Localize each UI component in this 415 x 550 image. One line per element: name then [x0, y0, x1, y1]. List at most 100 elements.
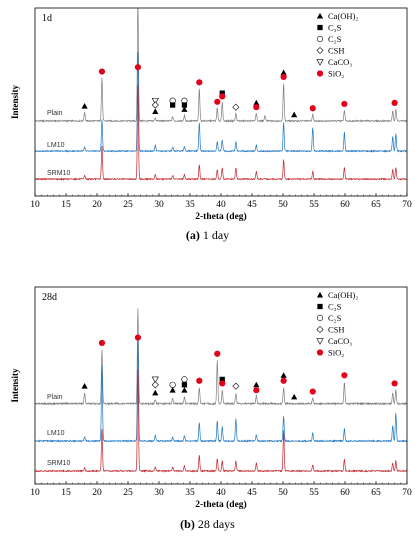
square-marker-13 — [219, 376, 225, 383]
triangle-marker-16 — [253, 381, 260, 388]
circle-open-marker-6 — [169, 381, 176, 388]
series-line-plain-1d — [35, 8, 407, 123]
circle-red-marker-2 — [134, 64, 142, 71]
xrd-panel-1d: Plain LM10 SRM10 10 15 20 25 30 35 40 45 50 55 60 65 70… — [10, 7, 412, 242]
legend-entry-5: SiO₂ — [328, 348, 344, 358]
diamond-open-marker-4 — [151, 101, 159, 109]
series-line-lm10-1d — [35, 52, 407, 153]
triangle-marker-18 — [280, 69, 287, 76]
triangle-marker-10 — [181, 387, 188, 393]
triangle-marker-20 — [291, 393, 298, 400]
series-label-srm10: SRM10 — [47, 460, 70, 467]
series-line-srm10-28d — [35, 369, 407, 473]
panel-caption: (b) 28 days — [180, 517, 235, 531]
circle-open-marker-legend-2 — [316, 314, 324, 322]
legend-entry-4: CaCO₃ — [328, 57, 352, 67]
circle-red-marker-21 — [309, 388, 316, 395]
circle-red-marker-legend-5 — [316, 349, 324, 356]
triangle-marker-legend-0 — [316, 12, 324, 19]
legend-entry-1: C₃S — [328, 23, 342, 33]
circle-red-marker-17 — [253, 387, 260, 394]
circle-red-marker-22 — [341, 372, 348, 379]
triangle-down-open-marker-legend-4 — [316, 338, 324, 345]
circle-red-marker-22 — [341, 100, 348, 108]
series-label-lm10: LM10 — [47, 142, 65, 149]
square-marker-9 — [181, 382, 188, 388]
diamond-open-marker-legend-3 — [316, 325, 324, 334]
x-tick-label: 30 — [154, 200, 164, 210]
circle-open-marker-8 — [181, 376, 188, 383]
circle-red-marker-19 — [280, 73, 287, 81]
triangle-down-open-marker-3 — [151, 376, 159, 384]
triangle-marker-5 — [152, 389, 159, 396]
x-tick-label: 35 — [185, 488, 195, 498]
plot-frame — [34, 7, 408, 197]
x-tick-label: 55 — [309, 488, 319, 498]
series-label-plain: Plain — [47, 394, 63, 401]
circle-red-marker-12 — [214, 98, 221, 105]
circle-red-marker-12 — [214, 350, 221, 357]
x-tick-label: 30 — [154, 488, 164, 498]
x-tick-label: 25 — [123, 488, 133, 498]
traces — [35, 308, 407, 473]
circle-red-marker-1 — [98, 339, 106, 347]
traces — [35, 8, 407, 181]
x-axis-label: 2-theta (deg) — [195, 211, 246, 222]
square-marker-9 — [181, 102, 188, 108]
diamond-open-marker-legend-3 — [316, 46, 324, 55]
circle-red-marker-23 — [391, 99, 398, 106]
diamond-open-marker-4 — [151, 381, 159, 389]
x-tick-label: 20 — [92, 200, 102, 210]
legend-entry-2: C₂S — [328, 313, 342, 323]
circle-red-marker-17 — [253, 104, 260, 111]
triangle-down-open-marker-3 — [151, 97, 159, 105]
panel-tag: 28d — [42, 292, 57, 303]
circle-red-marker-11 — [196, 377, 203, 384]
legend-entry-5: SiO₂ — [328, 69, 344, 79]
x-tick-label: 65 — [371, 200, 381, 210]
circle-red-marker-19 — [280, 377, 287, 384]
x-tick-label: 20 — [92, 488, 102, 498]
x-tick-label: 15 — [61, 200, 71, 210]
panel-tag: 1d — [42, 13, 52, 24]
x-tick-label: 60 — [340, 200, 350, 210]
triangle-marker-20 — [291, 111, 298, 118]
square-marker-7 — [170, 102, 176, 108]
triangle-marker-0 — [81, 103, 88, 109]
xrd-panel-28d: Plain LM10 SRM10 10 15 20 25 30 35 40 45 50 55 60 65 70… — [10, 286, 412, 531]
series-line-lm10-28d — [35, 339, 407, 443]
series-line-srm10-1d — [35, 84, 407, 181]
triangle-marker-5 — [152, 108, 159, 114]
circle-red-marker-1 — [98, 68, 106, 75]
y-axis-label: Intensity — [10, 85, 20, 120]
x-tick-label: 40 — [216, 200, 226, 210]
legend-entry-3: CSH — [328, 46, 345, 56]
circle-red-marker-14 — [219, 380, 226, 387]
square-marker-legend-1 — [317, 303, 323, 310]
circle-red-marker-21 — [309, 105, 316, 112]
x-tick-label: 50 — [278, 488, 288, 498]
legend-entry-1: C₃S — [328, 302, 342, 312]
circle-open-marker-legend-2 — [316, 35, 324, 43]
triangle-marker-10 — [181, 106, 188, 112]
triangle-marker-18 — [280, 372, 287, 378]
legend-entry-2: C₂S — [328, 34, 342, 44]
x-tick-label: 15 — [61, 488, 71, 498]
x-tick-label: 55 — [309, 200, 319, 210]
x-tick-label: 10 — [30, 488, 40, 498]
x-tick-label: 60 — [340, 488, 350, 498]
triangle-marker-16 — [253, 99, 260, 106]
circle-red-marker-legend-5 — [316, 70, 324, 77]
series-label-plain: Plain — [47, 110, 63, 117]
square-marker-legend-1 — [317, 24, 323, 31]
square-marker-13 — [219, 90, 225, 96]
series-label-srm10: SRM10 — [47, 170, 70, 177]
x-tick-label: 65 — [371, 488, 381, 498]
y-axis-label: Intensity — [10, 368, 20, 403]
diamond-open-marker-15 — [232, 382, 240, 390]
x-tick-label: 25 — [123, 200, 133, 210]
triangle-marker-7 — [169, 387, 176, 393]
